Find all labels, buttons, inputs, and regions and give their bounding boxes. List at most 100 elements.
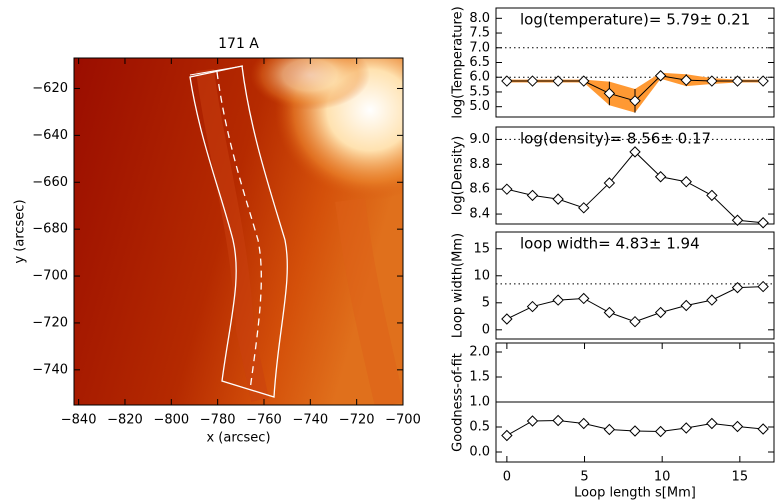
x-tick-label: 5: [580, 470, 588, 485]
data-point: [578, 292, 590, 305]
annotation: log(temperature)= 5.79± 0.21: [520, 11, 750, 29]
data-point: [757, 280, 769, 293]
y-tick-label: 5: [482, 295, 490, 310]
data-point: [680, 74, 692, 86]
data-point: [578, 75, 590, 87]
y-tick-label: 7.5: [469, 26, 490, 41]
data-point: [603, 177, 616, 189]
y-tick-label: −660: [32, 175, 68, 190]
y-tick-label: −720: [32, 315, 68, 330]
data-point: [603, 87, 616, 100]
y-tick-label: 0.0: [469, 445, 490, 460]
data-point: [757, 423, 769, 435]
x-tick-label: −740: [292, 413, 328, 428]
loop-box: [189, 65, 288, 398]
y-axis-label: y (arcsec): [13, 199, 28, 263]
x-tick-label: 15: [732, 470, 749, 485]
data-point: [526, 189, 539, 202]
x-tick-label: −700: [385, 413, 421, 428]
x-tick-label: −840: [61, 413, 97, 428]
data-point: [757, 217, 769, 229]
y-tick-label: −740: [32, 362, 68, 377]
data-point: [680, 299, 692, 312]
chart-title: 171 A: [218, 36, 259, 52]
data-point: [552, 414, 564, 427]
loop-box: [189, 65, 244, 76]
y-tick-label: 15: [473, 241, 490, 256]
data-point: [603, 423, 616, 436]
data-point: [526, 75, 539, 87]
y-tick-label: −640: [32, 128, 68, 143]
data-point: [680, 176, 692, 188]
y-axis-label: Goodness-of-fit: [451, 353, 466, 452]
data-point: [629, 95, 641, 107]
data-point: [552, 193, 564, 205]
y-tick-label: 9.0: [469, 132, 490, 147]
data-point: [501, 429, 513, 442]
x-tick-label: −800: [153, 413, 189, 428]
annotation: loop width= 4.83± 1.94: [520, 235, 700, 253]
data-point: [654, 171, 667, 183]
y-tick-label: 1.0: [469, 395, 490, 410]
y-axis-label: log(Density): [451, 136, 466, 215]
x-tick-label: −760: [246, 413, 282, 428]
y-tick-label: −680: [32, 222, 68, 237]
y-tick-label: 8.8: [469, 157, 490, 172]
y-tick-label: 5.5: [469, 84, 490, 99]
annotation: log(density)= 8.56± 0.17: [520, 130, 711, 148]
data-line: [506, 151, 764, 224]
data-point: [706, 417, 718, 430]
data-point: [501, 75, 513, 87]
data-point: [731, 75, 744, 87]
plot-frame: [495, 231, 775, 340]
y-tick-label: 1.5: [469, 370, 490, 385]
data-point: [757, 75, 769, 87]
data-point: [526, 300, 539, 313]
y-tick-label: −620: [32, 81, 68, 96]
data-point: [654, 306, 667, 319]
x-tick-label: −720: [339, 413, 375, 428]
y-tick-label: 2.0: [469, 345, 490, 360]
data-point: [731, 214, 744, 226]
data-point: [578, 417, 590, 430]
data-point: [578, 202, 590, 214]
y-tick-label: 8.0: [469, 11, 490, 26]
data-point: [731, 281, 744, 294]
y-tick-label: 8.6: [469, 182, 490, 197]
data-point: [706, 75, 718, 87]
plot-frame: [495, 126, 775, 225]
y-axis-label: log(Temperature): [451, 6, 466, 118]
x-tick-label: −780: [200, 413, 236, 428]
x-axis-label: Loop length s[Mm]: [574, 486, 696, 501]
data-point: [526, 415, 539, 427]
y-tick-label: 7.0: [469, 40, 490, 55]
data-point: [731, 420, 744, 433]
x-tick-label: 10: [654, 470, 671, 485]
data-point: [629, 315, 641, 328]
y-tick-label: 6.0: [469, 70, 490, 85]
x-tick-label: 0: [503, 470, 511, 485]
data-point: [629, 146, 641, 158]
y-tick-label: 5.0: [469, 99, 490, 114]
y-tick-label: 10: [473, 268, 490, 283]
data-point: [552, 75, 564, 87]
data-point: [706, 189, 718, 202]
data-point: [706, 294, 718, 306]
data-point: [552, 294, 564, 306]
plot-frame: [73, 57, 404, 406]
y-tick-label: 0: [482, 322, 490, 337]
y-tick-label: 0.5: [469, 420, 490, 435]
y-axis-label: Loop width(Mm): [451, 233, 466, 338]
loop-axis: [216, 71, 262, 391]
data-point: [680, 422, 692, 434]
x-tick-label: −820: [107, 413, 143, 428]
y-tick-label: 6.5: [469, 55, 490, 70]
data-point: [603, 306, 616, 319]
solar-image: [74, 58, 403, 405]
x-axis-label: x (arcsec): [206, 431, 270, 446]
data-point: [501, 313, 513, 325]
data-point: [501, 183, 513, 195]
data-point: [654, 425, 667, 438]
y-tick-label: 8.4: [469, 207, 490, 222]
